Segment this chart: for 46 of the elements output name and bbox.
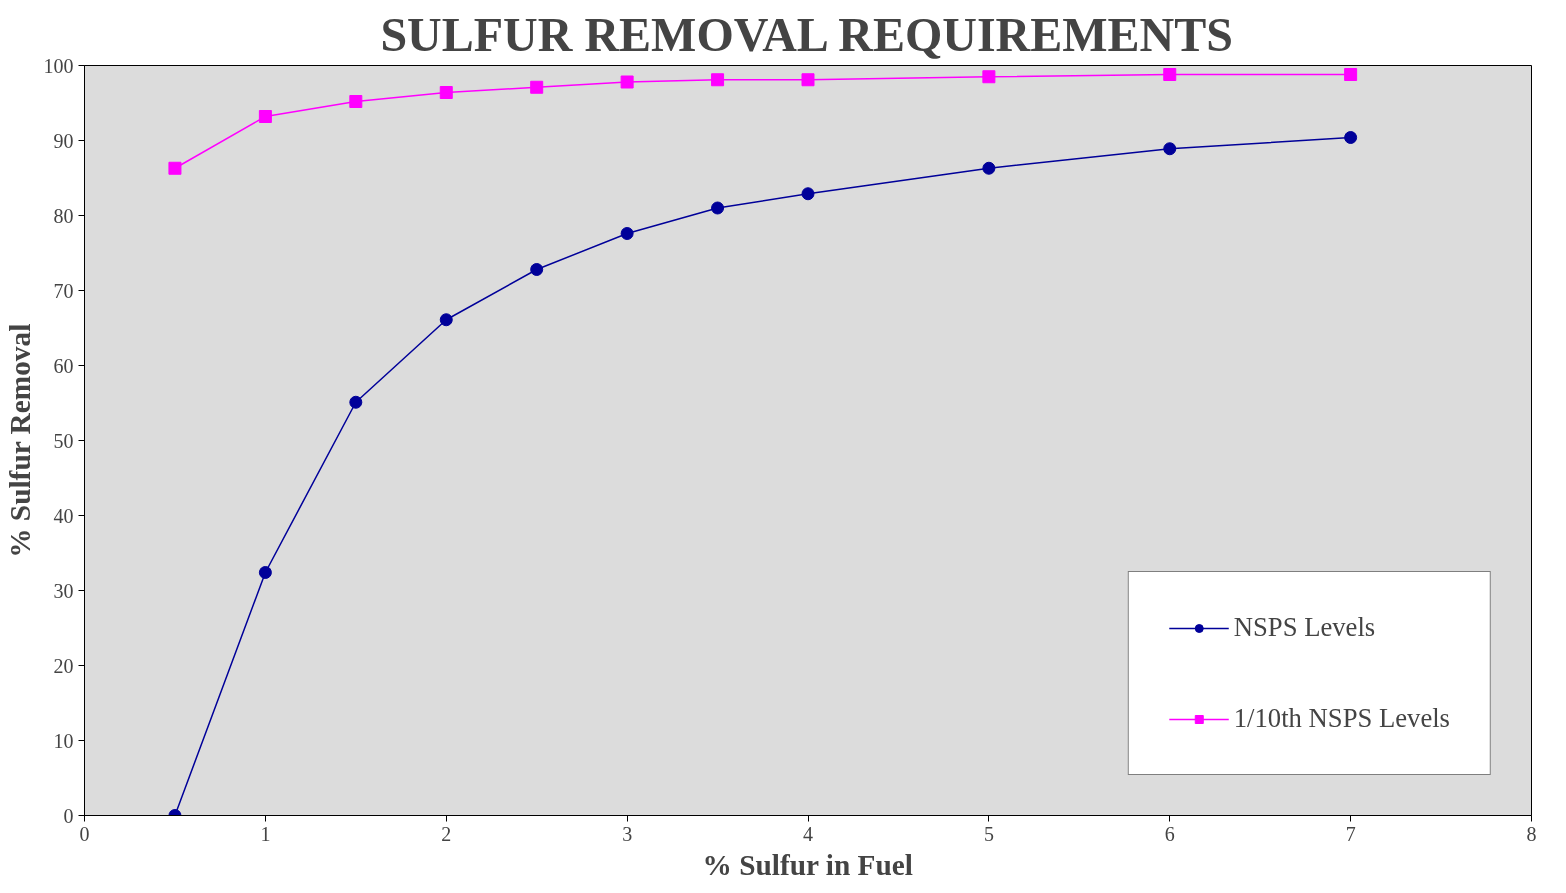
x-tick-label: 5 [983,822,994,845]
x-tick-label: 1 [260,822,271,845]
point [1163,68,1177,81]
y-tick-label: 30 [53,579,74,602]
x-axis-title: % Sulfur in Fuel [702,848,913,881]
point [711,73,725,87]
point [530,263,544,276]
point [530,80,544,94]
point [801,187,815,201]
x-tick-label: 0 [79,822,90,845]
x-tick-label: 2 [441,822,452,845]
point [439,313,453,327]
point [982,161,996,175]
x-tick-label: 4 [803,822,813,845]
point [168,161,182,175]
point [1344,131,1358,144]
point [711,201,725,215]
point [1163,142,1177,156]
y-tick-label: 0 [63,804,74,827]
y-tick-label: 100 [43,54,74,77]
point [349,95,363,108]
y-tick-label: 90 [53,129,74,152]
x-tick-label: 3 [622,822,633,845]
y-axis-title: % Sulfur Removal [3,323,36,558]
y-tick-label: 80 [53,204,74,227]
point [439,86,453,99]
point [1344,68,1358,81]
point [982,70,996,84]
x-tick-label: 6 [1164,822,1175,845]
y-tick-label: 10 [53,729,74,752]
y-tick-label: 40 [53,504,74,527]
point [620,75,634,89]
legend-label: 1/10th NSPS Levels [1233,703,1450,734]
legend-label: NSPS Levels [1233,612,1376,643]
chart-title: SULFUR REMOVAL REQUIREMENTS [380,7,1233,61]
point [349,395,363,409]
y-tick-label: 70 [53,279,74,302]
x-tick-label: 7 [1345,822,1356,845]
point [801,73,815,87]
point [258,110,272,123]
y-tick-label: 20 [53,654,74,677]
y-tick-label: 60 [53,354,74,377]
x-tick-label: 8 [1526,822,1537,845]
point [258,566,272,579]
point [620,227,634,240]
y-tick-label: 50 [53,429,74,452]
